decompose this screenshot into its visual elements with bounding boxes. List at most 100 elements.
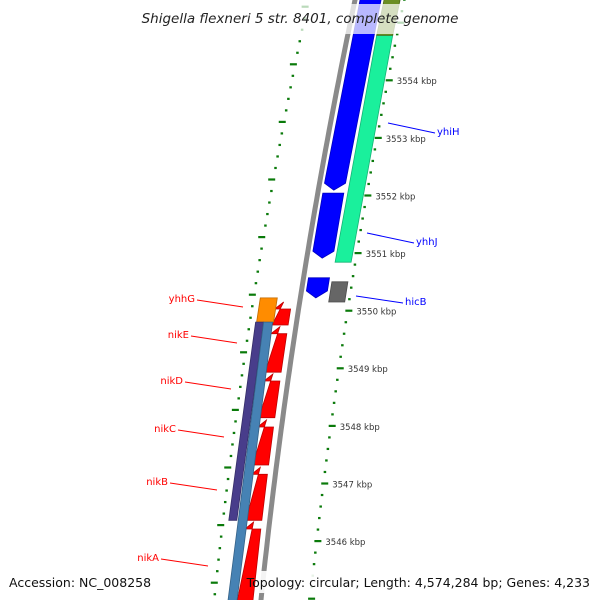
ruler-minor-tick	[222, 512, 226, 515]
ruler-minor-tick	[328, 436, 331, 439]
ruler-minor-tick	[325, 459, 328, 462]
title-backdrop	[138, 4, 464, 34]
ruler-tick-label: 3549 kbp	[348, 365, 388, 375]
gene-feature[interactable]	[252, 418, 274, 466]
ruler-minor-tick	[229, 454, 233, 458]
ruler-minor-tick	[280, 132, 284, 135]
ruler-minor-tick	[256, 270, 260, 273]
ruler-minor-tick	[318, 516, 321, 520]
ruler-minor-tick	[359, 228, 362, 232]
ruler-minor-tick	[351, 275, 355, 278]
gene-feature[interactable]	[324, 0, 382, 191]
ruler-minor-tick	[240, 374, 244, 377]
ruler-minor-tick	[289, 86, 292, 89]
ruler-major-tick	[240, 351, 248, 354]
ruler-minor-tick	[373, 148, 377, 151]
ruler-minor-tick	[237, 397, 240, 400]
ruler-minor-tick	[242, 362, 245, 365]
ruler-minor-tick	[349, 286, 353, 289]
gene-label-hicB[interactable]: hicB	[355, 295, 427, 308]
feature-track	[227, 0, 401, 600]
gene-label-nikB[interactable]: nikB	[146, 477, 218, 491]
ruler-minor-tick	[260, 247, 263, 250]
ruler-minor-tick	[213, 593, 217, 596]
ruler-major-tick	[217, 524, 225, 527]
ruler-minor-tick	[391, 56, 394, 59]
ruler-minor-tick	[395, 33, 399, 36]
ruler-minor-tick	[219, 535, 223, 538]
ruler-minor-tick	[363, 205, 366, 209]
gene-label-nikE[interactable]: nikE	[168, 330, 238, 344]
gene-label-text: nikD	[160, 376, 183, 387]
ruler-minor-tick	[239, 385, 242, 388]
ruler-major-tick	[314, 540, 322, 543]
topology-backdrop	[258, 571, 596, 593]
ruler-minor-tick	[353, 263, 357, 266]
gene-feature[interactable]	[227, 321, 274, 600]
ruler-minor-tick	[344, 321, 348, 324]
gene-label-nikA[interactable]: nikA	[137, 553, 209, 567]
ruler-tick-label: 3552 kbp	[375, 192, 415, 202]
gene-label-yhhJ[interactable]: yhhJ	[366, 232, 438, 248]
ruler-minor-tick	[336, 378, 339, 381]
ruler-minor-tick	[270, 189, 273, 193]
gene-label-text: yhiH	[437, 127, 460, 138]
ruler-major-tick	[345, 309, 353, 312]
ruler-minor-tick	[247, 328, 251, 331]
gene-feature[interactable]	[328, 281, 349, 303]
ruler-tick-label: 3548 kbp	[340, 423, 380, 433]
gene-label-nikD[interactable]: nikD	[160, 376, 232, 390]
ruler-minor-tick	[234, 420, 237, 423]
gene-feature[interactable]	[305, 277, 330, 299]
ruler-minor-tick	[223, 500, 227, 504]
gene-feature[interactable]	[237, 520, 262, 600]
gene-label-text: nikE	[168, 330, 189, 341]
gene-label-text: yhhJ	[416, 237, 438, 248]
ruler-minor-tick	[331, 413, 334, 416]
ruler-minor-tick	[316, 528, 320, 531]
ruler-tick-label: 3554 kbp	[397, 77, 437, 87]
ruler-minor-tick	[225, 489, 228, 492]
ruler-minor-tick	[296, 51, 299, 54]
gene-feature[interactable]	[245, 466, 268, 521]
gene-feature[interactable]	[264, 325, 288, 373]
ruler-minor-tick	[369, 171, 372, 174]
ruler-minor-tick	[323, 470, 327, 474]
ruler-major-tick	[354, 252, 362, 255]
gene-feature[interactable]	[258, 372, 281, 419]
ruler-minor-tick	[371, 159, 375, 163]
accession-text: Accession: NC_008258	[9, 575, 151, 590]
ruler-minor-tick	[326, 447, 330, 451]
ruler-minor-tick	[339, 355, 342, 358]
ruler-minor-tick	[298, 40, 302, 43]
ruler-minor-tick	[276, 155, 279, 158]
ruler-major-tick	[224, 466, 232, 469]
gene-label-yhiH[interactable]: yhiH	[387, 122, 460, 138]
ruler-minor-tick	[231, 443, 234, 446]
ruler-minor-tick	[341, 344, 344, 347]
ruler-major-tick	[258, 236, 266, 239]
ruler-minor-tick	[334, 390, 337, 393]
ruler-minor-tick	[226, 477, 230, 481]
ruler-major-tick	[385, 79, 393, 82]
gene-feature[interactable]	[271, 301, 292, 326]
map-title: Shigella flexneri 5 str. 8401, complete …	[142, 11, 459, 27]
ruler-minor-tick	[278, 143, 281, 147]
ruler-minor-tick	[393, 44, 397, 47]
gene-feature[interactable]	[312, 192, 345, 259]
ruler-minor-tick	[389, 67, 392, 70]
ruler-minor-tick	[384, 90, 387, 93]
gene-label-yhhG[interactable]: yhhG	[169, 294, 244, 308]
ruler-major-tick	[268, 178, 276, 181]
gene-feature[interactable]	[256, 297, 278, 323]
ruler-minor-tick	[314, 551, 317, 554]
ruler-major-tick	[374, 136, 382, 139]
ruler-major-tick	[336, 367, 344, 370]
gene-feature[interactable]	[228, 321, 265, 521]
ruler-minor-tick	[367, 182, 370, 186]
ruler-major-tick	[308, 597, 316, 600]
ruler-major-tick	[364, 194, 372, 197]
gene-label-nikC[interactable]: nikC	[154, 424, 225, 438]
ruler-minor-tick	[254, 282, 258, 285]
ruler-minor-tick	[264, 224, 267, 227]
